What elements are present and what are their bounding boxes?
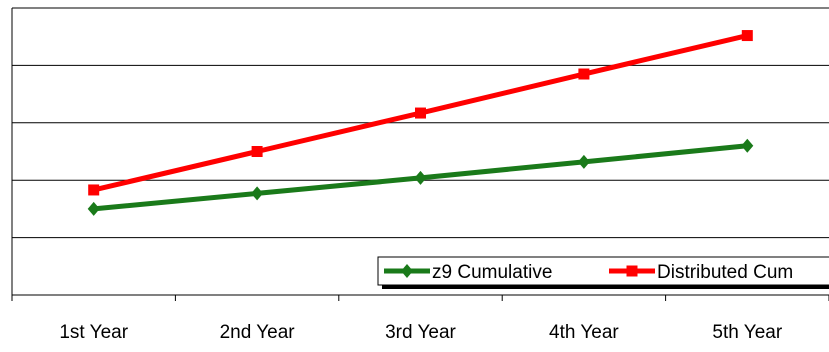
- legend-marker: [401, 264, 413, 278]
- legend-entry: z9 Cumulative: [384, 262, 552, 283]
- x-tick-label: 4th Year: [549, 322, 619, 343]
- series-layer: [87, 30, 754, 216]
- gridlines: [12, 7, 829, 239]
- legend-marker: [626, 265, 638, 277]
- data-point: [741, 138, 754, 153]
- data-point: [251, 186, 264, 201]
- series-1: [87, 138, 754, 216]
- legend-entry: Distributed Cum: [609, 262, 793, 283]
- data-point: [578, 68, 590, 80]
- data-point: [577, 154, 590, 169]
- x-tick-label: 5th Year: [712, 322, 782, 343]
- legend-label: z9 Cumulative: [432, 262, 552, 283]
- data-point: [415, 107, 426, 119]
- data-point: [251, 146, 263, 157]
- data-point: [88, 184, 100, 196]
- series-2: [88, 30, 753, 196]
- x-axis: 1st Year 2nd Year 3rd Year 4th Year 5th Year: [11, 8, 829, 343]
- legend-box: [377, 256, 829, 286]
- legend: z9 Cumulative Distributed Cum: [377, 256, 829, 289]
- x-tick-label: 2nd Year: [220, 322, 296, 343]
- data-point: [414, 170, 427, 185]
- data-point: [87, 201, 100, 216]
- data-point: [741, 30, 753, 42]
- x-tick-label: 3rd Year: [385, 322, 456, 343]
- x-tick-label: 1st Year: [59, 322, 128, 343]
- legend-label: Distributed Cum: [657, 262, 793, 283]
